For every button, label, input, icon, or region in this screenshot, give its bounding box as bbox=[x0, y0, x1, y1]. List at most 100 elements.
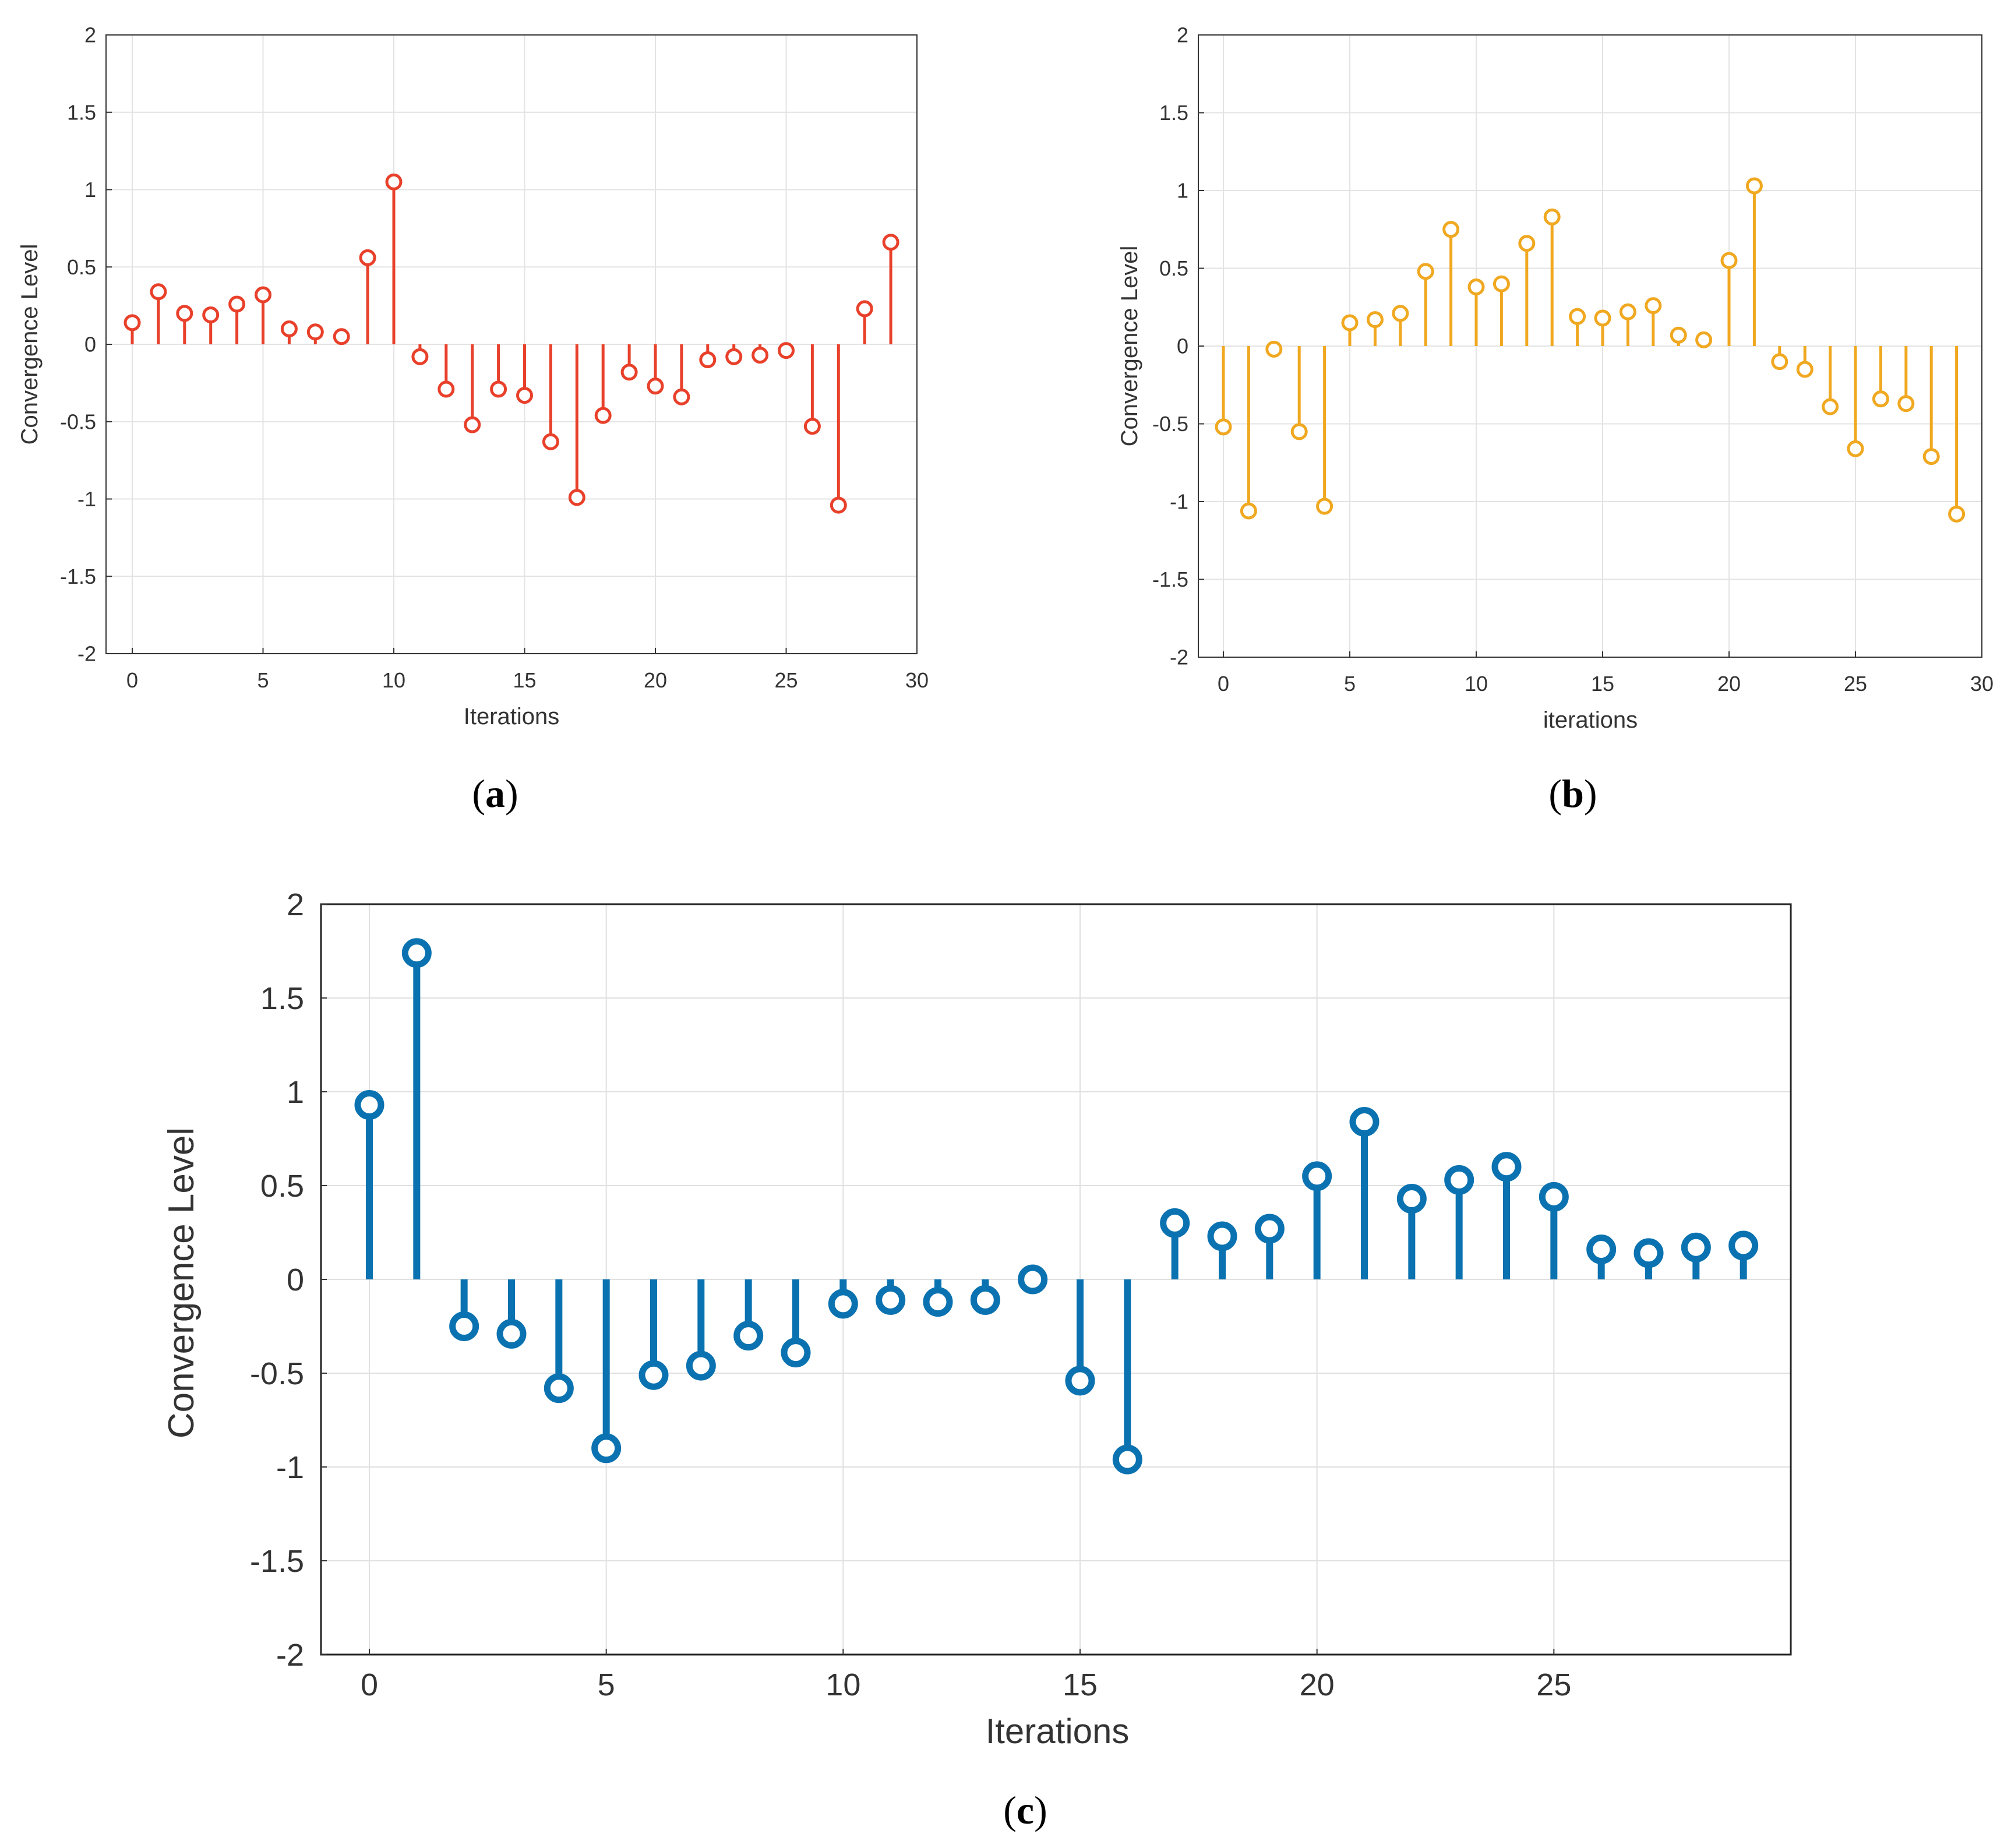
stem-point-c-13 bbox=[970, 1279, 1000, 1315]
stem-point-b-3 bbox=[1290, 346, 1308, 440]
stem-marker bbox=[1872, 390, 1889, 408]
y-tick-label: 0 bbox=[84, 333, 96, 357]
stem-marker bbox=[1796, 361, 1814, 378]
stem-marker bbox=[568, 489, 585, 506]
stem-marker bbox=[228, 295, 246, 313]
y-tick-label: -2 bbox=[1170, 646, 1188, 669]
stem-marker bbox=[1444, 1165, 1474, 1195]
stem-point-b-8 bbox=[1417, 263, 1434, 346]
stem-marker bbox=[1207, 1221, 1237, 1251]
stem-point-a-6 bbox=[280, 320, 298, 344]
stem-marker bbox=[686, 1350, 716, 1381]
stem-marker bbox=[1417, 263, 1434, 280]
stem-marker bbox=[1948, 505, 1966, 523]
y-ticks-a: 2 1.5 1 0.5 0 -0.5 -1 -1.5 -2 bbox=[60, 23, 112, 666]
stem-point-b-19 bbox=[1695, 331, 1713, 348]
stem-point-b-27 bbox=[1897, 346, 1915, 412]
stem-point-c-24 bbox=[1491, 1152, 1522, 1279]
x-tick-label: 10 bbox=[382, 668, 405, 692]
stem-point-c-15 bbox=[1065, 1279, 1095, 1396]
stem-point-b-15 bbox=[1594, 309, 1611, 346]
stem-marker bbox=[1619, 303, 1636, 320]
stem-marker bbox=[1681, 1232, 1711, 1262]
stem-marker bbox=[306, 323, 324, 341]
y-tick-label: -1.5 bbox=[250, 1544, 304, 1579]
stem-marker bbox=[1396, 1184, 1427, 1214]
y-tick-label: 2 bbox=[1177, 23, 1188, 47]
panel-b: 2 1.5 1 0.5 0 -0.5 -1 -1.5 -2 0 5 10 15 20 25 30 itera… bbox=[1117, 23, 1994, 816]
stem-marker bbox=[1847, 440, 1864, 457]
stem-point-c-11 bbox=[876, 1279, 906, 1315]
stem-point-b-6 bbox=[1366, 311, 1384, 346]
stem-point-b-2 bbox=[1265, 340, 1283, 358]
stem-point-b-20 bbox=[1720, 252, 1738, 346]
stem-point-b-25 bbox=[1847, 346, 1864, 457]
stem-marker bbox=[1720, 252, 1738, 269]
stem-point-a-13 bbox=[464, 344, 481, 433]
stem-marker bbox=[1670, 326, 1687, 344]
stem-marker bbox=[1341, 314, 1359, 331]
stem-marker bbox=[591, 1433, 622, 1463]
x-axis-label-b: iterations bbox=[1543, 707, 1638, 733]
stem-point-a-14 bbox=[490, 344, 507, 398]
x-tick-label: 30 bbox=[1970, 672, 1994, 696]
stem-point-a-17 bbox=[568, 344, 585, 506]
x-tick-label: 0 bbox=[1218, 672, 1229, 696]
x-ticks-a: 0 5 10 15 20 25 30 bbox=[126, 648, 929, 692]
stem-point-c-10 bbox=[828, 1279, 858, 1319]
y-tick-label: -1 bbox=[1170, 490, 1188, 514]
stem-marker bbox=[1897, 395, 1915, 412]
y-tick-label: -0.5 bbox=[60, 410, 96, 433]
y-tick-label: -0.5 bbox=[1152, 412, 1188, 436]
stem-point-b-10 bbox=[1467, 278, 1485, 346]
stem-marker bbox=[1366, 311, 1384, 329]
y-ticks-b: 2 1.5 1 0.5 0 -0.5 -1 -1.5 -2 bbox=[1152, 23, 1204, 669]
caption-letter-a: a bbox=[485, 771, 505, 816]
y-tick-label: 2 bbox=[84, 23, 96, 47]
stem-point-b-17 bbox=[1645, 297, 1662, 346]
stem-point-c-6 bbox=[638, 1279, 669, 1390]
stem-point-a-11 bbox=[411, 344, 429, 365]
x-tick-label: 15 bbox=[513, 668, 536, 692]
x-tick-label: 0 bbox=[361, 1667, 378, 1702]
stem-point-c-1 bbox=[401, 938, 432, 1279]
caption-a: (a) bbox=[472, 771, 518, 816]
stem-marker bbox=[1215, 418, 1232, 436]
stem-point-a-29 bbox=[882, 234, 899, 344]
y-tick-label: -1.5 bbox=[60, 565, 96, 588]
stem-point-c-8 bbox=[733, 1279, 764, 1351]
caption-letter-c: c bbox=[1017, 1788, 1034, 1832]
y-tick-label: 0 bbox=[1177, 334, 1188, 358]
stems-a bbox=[124, 173, 899, 514]
stem-marker bbox=[725, 348, 743, 365]
stem-point-a-24 bbox=[752, 344, 769, 364]
stem-marker bbox=[202, 306, 220, 324]
y-tick-label: 1.5 bbox=[260, 981, 304, 1016]
stem-point-b-28 bbox=[1922, 346, 1940, 465]
x-tick-label: 5 bbox=[598, 1667, 615, 1702]
stem-point-b-1 bbox=[1240, 346, 1257, 520]
stem-point-a-0 bbox=[124, 314, 141, 344]
stem-point-c-26 bbox=[1586, 1234, 1617, 1279]
stem-marker bbox=[1491, 1152, 1522, 1182]
stem-point-a-25 bbox=[778, 342, 795, 359]
stem-point-c-25 bbox=[1539, 1182, 1569, 1279]
stem-point-b-29 bbox=[1948, 346, 1966, 523]
x-axis-label-c: Iterations bbox=[986, 1712, 1130, 1751]
stem-marker bbox=[516, 387, 533, 404]
stem-marker bbox=[1771, 353, 1788, 371]
x-ticks-b: 0 5 10 15 20 25 30 bbox=[1218, 651, 1994, 696]
stem-marker bbox=[176, 305, 193, 322]
stem-marker bbox=[1539, 1182, 1569, 1212]
y-axis-label-c: Convergence Level bbox=[161, 1127, 202, 1438]
stem-marker bbox=[542, 433, 559, 450]
stem-marker bbox=[781, 1338, 811, 1368]
stem-marker bbox=[594, 407, 612, 424]
stem-marker bbox=[1518, 235, 1536, 252]
stem-point-a-19 bbox=[620, 344, 638, 381]
stem-point-a-2 bbox=[176, 305, 193, 344]
stem-marker bbox=[496, 1318, 527, 1349]
stem-marker bbox=[255, 286, 271, 304]
stem-point-a-8 bbox=[333, 328, 350, 345]
stem-marker bbox=[1822, 398, 1839, 415]
